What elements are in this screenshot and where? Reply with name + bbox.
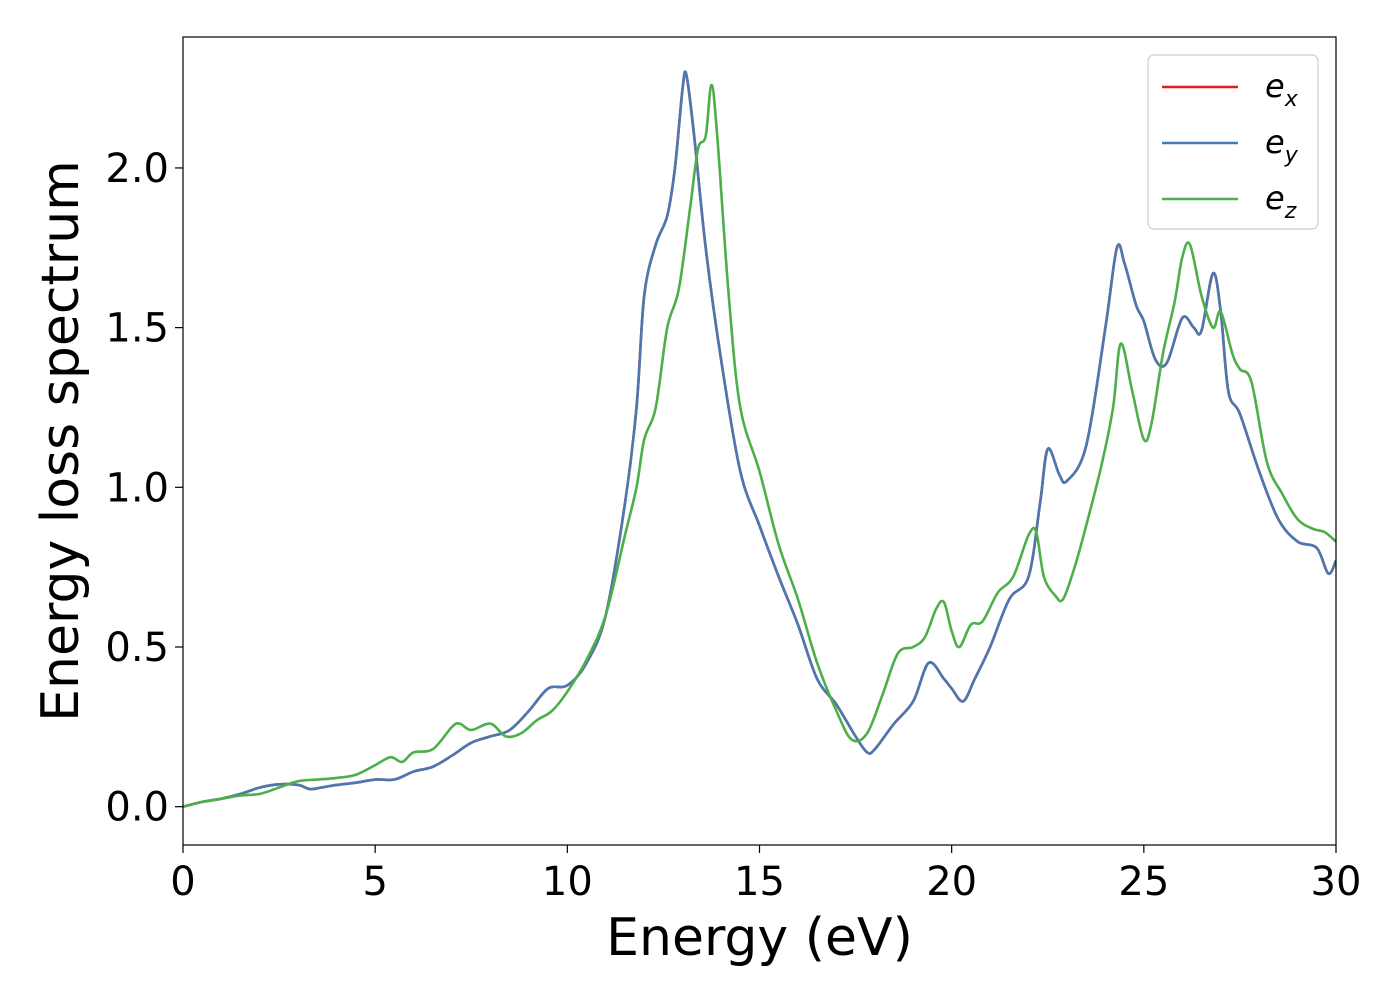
y-axis-label: Energy loss spectrum	[31, 160, 91, 722]
y-tick-label: 1.5	[105, 306, 169, 352]
x-tick-label: 30	[1311, 859, 1362, 905]
x-axis-ticks: 0 5 10 15 20 25 30	[170, 845, 1361, 905]
legend: ex ey ez	[1147, 54, 1319, 230]
legend-label: ez	[1265, 179, 1297, 224]
series-line-ey	[183, 70, 1336, 808]
y-tick-label: 2.0	[105, 146, 169, 192]
y-tick-label: 0.0	[105, 785, 169, 831]
x-tick-label: 5	[362, 859, 387, 905]
x-tick-label: 0	[170, 859, 195, 905]
legend-label: ey	[1265, 123, 1299, 168]
y-tick-label: 1.0	[105, 465, 169, 511]
series-line-ez	[183, 83, 1336, 808]
y-tick-label: 0.5	[105, 625, 169, 671]
x-tick-label: 25	[1118, 859, 1169, 905]
legend-label: ex	[1265, 67, 1299, 112]
y-axis-ticks: 0.0 0.5 1.0 1.5 2.0	[105, 146, 183, 831]
x-tick-label: 10	[542, 859, 593, 905]
x-tick-label: 15	[734, 859, 785, 905]
plot-lines	[183, 70, 1336, 808]
x-tick-label: 20	[926, 859, 977, 905]
x-axis-label: Energy (eV)	[606, 908, 913, 968]
